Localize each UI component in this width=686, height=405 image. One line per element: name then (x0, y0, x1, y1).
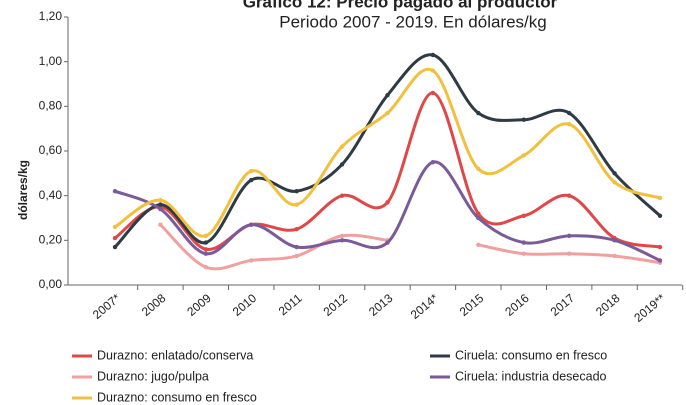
point (521, 213, 526, 218)
series-line (113, 53, 662, 249)
point (203, 251, 209, 256)
point (294, 244, 299, 250)
x-tick-label: 2014* (408, 291, 441, 322)
point (339, 193, 345, 198)
point (521, 117, 526, 122)
point (203, 233, 209, 239)
y-tick-label: 1,20 (39, 9, 63, 23)
point (521, 240, 526, 245)
x-tick-label: 2019** (631, 291, 668, 325)
point (385, 92, 390, 98)
point (385, 200, 390, 205)
legend-label: Durazno: enlatado/conserva (97, 348, 253, 362)
point (158, 222, 163, 227)
legend-label: Ciruela: industria desecado (455, 369, 607, 383)
point (158, 206, 163, 212)
point (566, 233, 572, 239)
point (112, 224, 118, 230)
point (476, 211, 481, 216)
point (476, 166, 481, 172)
point (476, 110, 481, 116)
x-tick-label: 2010 (230, 291, 260, 319)
point (612, 253, 617, 259)
point (249, 258, 254, 263)
point (612, 171, 617, 176)
point (112, 235, 118, 241)
x-tick-label: 2015 (457, 291, 487, 319)
x-tick-label: 2011 (276, 291, 305, 319)
x-tick-label: 2008 (139, 291, 169, 319)
point (158, 197, 163, 203)
y-tick-label: 0,20 (39, 233, 63, 247)
y-tick-label: 1,00 (39, 54, 63, 68)
x-tick-label: 2018 (593, 291, 623, 319)
legend-label: Ciruela: consumo en fresco (455, 348, 607, 362)
point (612, 238, 617, 243)
point (476, 242, 481, 247)
point (158, 202, 163, 207)
chart-subtitle: Periodo 2007 - 2019. En dólares/kg (279, 12, 546, 31)
series-line (113, 91, 662, 251)
y-tick-label: 0,60 (39, 143, 63, 157)
point (476, 215, 481, 221)
point (430, 52, 436, 58)
point (249, 168, 254, 174)
point (294, 189, 299, 194)
point (385, 240, 390, 245)
point (294, 202, 299, 207)
point (566, 251, 572, 256)
point (339, 144, 345, 149)
x-tick-label: 2016 (502, 291, 532, 319)
point (112, 244, 118, 250)
point (657, 213, 663, 218)
y-tick-label: 0,40 (39, 188, 63, 202)
point (112, 189, 118, 194)
series-line (158, 223, 389, 271)
point (339, 238, 345, 243)
y-axis-label: dólares/kg (16, 160, 30, 220)
point (430, 90, 436, 96)
point (657, 258, 663, 263)
point (385, 110, 390, 116)
point (657, 244, 663, 250)
point (430, 159, 436, 165)
x-tick-label: 2017 (548, 291, 578, 319)
legend-label: Durazno: jugo/pulpa (97, 369, 209, 383)
point (339, 233, 345, 239)
point (249, 177, 254, 183)
chart-title: Gráfico 12: Precio pagado al productor (243, 0, 558, 11)
point (294, 226, 299, 232)
point (566, 122, 572, 127)
y-tick-label: 0,00 (39, 277, 63, 291)
point (521, 251, 526, 256)
point (566, 110, 572, 116)
point (203, 264, 209, 270)
legend-label: Durazno: consumo en fresco (97, 390, 257, 404)
point (430, 68, 436, 73)
point (521, 153, 526, 158)
x-tick-label: 2009 (184, 291, 214, 319)
x-tick-label: 2013 (366, 291, 396, 319)
y-tick-label: 0,80 (39, 99, 63, 113)
point (294, 253, 299, 259)
x-tick-label: 2007* (90, 291, 123, 322)
point (249, 222, 254, 227)
point (566, 193, 572, 198)
point (203, 240, 209, 245)
point (657, 195, 663, 201)
point (203, 247, 209, 252)
point (612, 180, 617, 185)
x-tick-label: 2012 (321, 291, 351, 319)
point (339, 162, 345, 167)
